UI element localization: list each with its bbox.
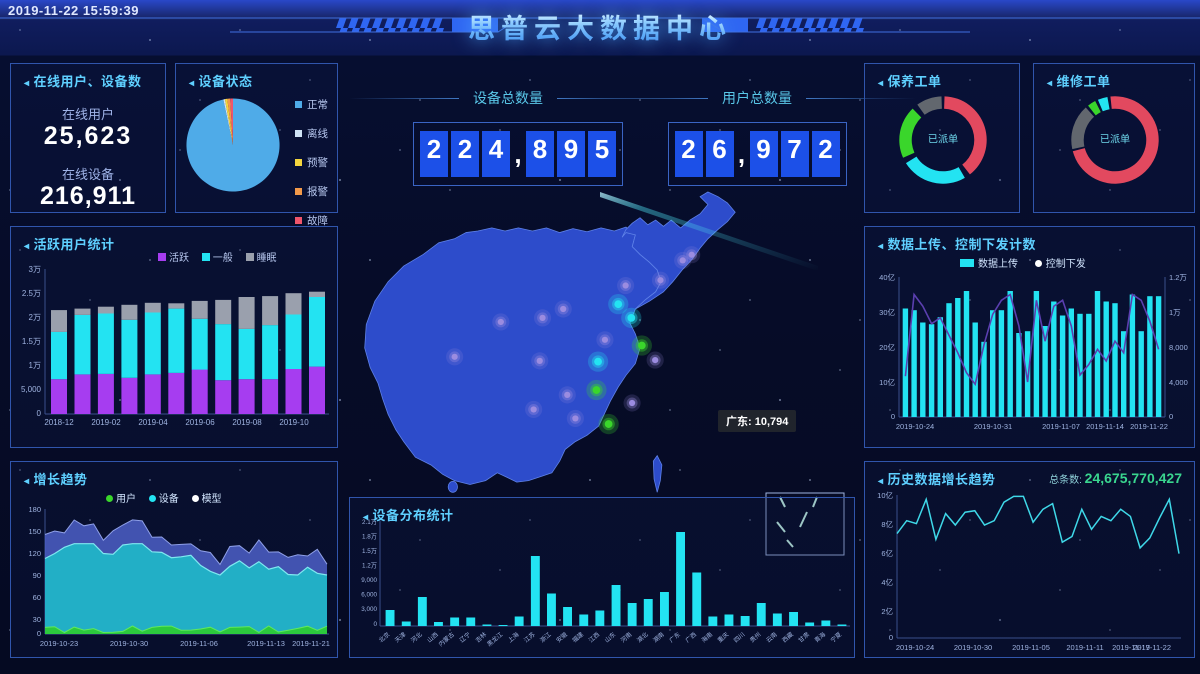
svg-text:2.5万: 2.5万 <box>22 289 41 298</box>
svg-text:2019-11-06: 2019-11-06 <box>180 639 218 648</box>
svg-text:贵州: 贵州 <box>748 630 762 644</box>
svg-text:海南: 海南 <box>700 630 714 644</box>
svg-text:山西: 山西 <box>425 630 439 644</box>
svg-text:2019-02: 2019-02 <box>91 418 121 427</box>
svg-text:广西: 广西 <box>684 630 698 644</box>
svg-text:2亿: 2亿 <box>881 606 893 616</box>
svg-text:9,000: 9,000 <box>361 577 377 584</box>
svg-text:2018-12: 2018-12 <box>44 418 74 427</box>
svg-text:0: 0 <box>373 621 377 628</box>
svg-text:0: 0 <box>889 633 893 642</box>
svg-text:3万: 3万 <box>29 265 41 274</box>
svg-text:1.2万: 1.2万 <box>1169 273 1187 282</box>
svg-text:宁夏: 宁夏 <box>829 630 843 644</box>
svg-text:0: 0 <box>37 409 42 418</box>
svg-text:辽宁: 辽宁 <box>458 630 472 644</box>
svg-text:0: 0 <box>37 629 41 638</box>
svg-text:2019-10-23: 2019-10-23 <box>40 639 78 648</box>
svg-text:40亿: 40亿 <box>879 272 895 282</box>
svg-text:黑龙江: 黑龙江 <box>485 630 504 648</box>
svg-text:内蒙古: 内蒙古 <box>437 630 456 648</box>
svg-text:吉林: 吉林 <box>474 630 488 644</box>
svg-text:2019-11-22: 2019-11-22 <box>1133 643 1171 652</box>
svg-text:湖北: 湖北 <box>635 630 649 644</box>
svg-text:1.2万: 1.2万 <box>362 562 377 570</box>
svg-text:江苏: 江苏 <box>522 630 536 644</box>
svg-text:河北: 河北 <box>409 630 423 644</box>
svg-text:1万: 1万 <box>29 361 41 370</box>
svg-text:150: 150 <box>28 527 41 536</box>
svg-text:已派单: 已派单 <box>1100 133 1130 145</box>
svg-text:3,000: 3,000 <box>361 606 377 613</box>
svg-text:6,000: 6,000 <box>361 592 377 599</box>
svg-text:湖南: 湖南 <box>651 630 665 644</box>
svg-text:2019-11-13: 2019-11-13 <box>247 639 285 648</box>
svg-text:1.5万: 1.5万 <box>22 337 41 346</box>
svg-text:青海: 青海 <box>813 630 827 644</box>
svg-text:60: 60 <box>33 593 41 602</box>
svg-text:0: 0 <box>891 412 895 421</box>
svg-text:2019-11-14: 2019-11-14 <box>1086 422 1124 431</box>
svg-text:6亿: 6亿 <box>881 548 893 558</box>
svg-text:0: 0 <box>1169 412 1173 421</box>
svg-text:180: 180 <box>28 505 41 514</box>
svg-text:西藏: 西藏 <box>780 630 794 644</box>
svg-text:山东: 山东 <box>603 630 617 644</box>
svg-text:30: 30 <box>33 615 41 624</box>
svg-text:2019-10-24: 2019-10-24 <box>896 643 934 652</box>
svg-text:甘肃: 甘肃 <box>797 630 811 644</box>
svg-text:30亿: 30亿 <box>879 307 895 317</box>
svg-text:90: 90 <box>33 571 41 580</box>
svg-text:福建: 福建 <box>571 630 585 644</box>
svg-text:4亿: 4亿 <box>881 577 893 587</box>
svg-text:河南: 河南 <box>619 630 633 644</box>
svg-text:2019-11-22: 2019-11-22 <box>1130 422 1168 431</box>
svg-text:四川: 四川 <box>733 631 747 644</box>
svg-text:2019-10-31: 2019-10-31 <box>974 422 1012 431</box>
svg-text:1.8万: 1.8万 <box>362 533 377 541</box>
svg-text:广东: 广东 <box>668 630 682 644</box>
svg-text:2019-10-30: 2019-10-30 <box>954 643 992 652</box>
svg-text:2019-10-24: 2019-10-24 <box>896 422 934 431</box>
svg-text:上海: 上海 <box>506 630 520 644</box>
svg-text:5,000: 5,000 <box>21 385 42 394</box>
svg-text:8亿: 8亿 <box>881 519 893 529</box>
svg-text:已派单: 已派单 <box>928 133 958 145</box>
svg-text:北京: 北京 <box>377 630 391 644</box>
svg-text:2019-11-07: 2019-11-07 <box>1042 422 1080 431</box>
svg-text:云南: 云南 <box>764 630 778 644</box>
svg-text:2019-08: 2019-08 <box>232 418 262 427</box>
svg-text:安徽: 安徽 <box>555 630 569 644</box>
svg-text:2万: 2万 <box>29 313 41 322</box>
svg-text:4,000: 4,000 <box>1169 378 1188 387</box>
svg-text:重庆: 重庆 <box>716 630 730 644</box>
svg-text:2019-04: 2019-04 <box>138 418 168 427</box>
svg-text:2019-06: 2019-06 <box>185 418 215 427</box>
svg-text:天津: 天津 <box>394 631 408 644</box>
svg-text:20亿: 20亿 <box>879 342 895 352</box>
svg-text:10亿: 10亿 <box>879 377 895 387</box>
svg-text:浙江: 浙江 <box>538 630 552 644</box>
svg-text:1万: 1万 <box>1169 308 1181 317</box>
svg-text:江西: 江西 <box>587 631 601 644</box>
svg-text:1.5万: 1.5万 <box>362 547 377 555</box>
svg-text:2019-11-21: 2019-11-21 <box>292 639 330 648</box>
svg-text:8,000: 8,000 <box>1169 343 1188 352</box>
svg-text:2019-11-05: 2019-11-05 <box>1012 643 1050 652</box>
svg-text:120: 120 <box>28 549 41 558</box>
svg-text:10亿: 10亿 <box>877 490 893 500</box>
svg-text:2019-11-11: 2019-11-11 <box>1066 643 1103 652</box>
svg-text:2019-10-30: 2019-10-30 <box>110 639 148 648</box>
svg-text:2019-10: 2019-10 <box>279 418 309 427</box>
